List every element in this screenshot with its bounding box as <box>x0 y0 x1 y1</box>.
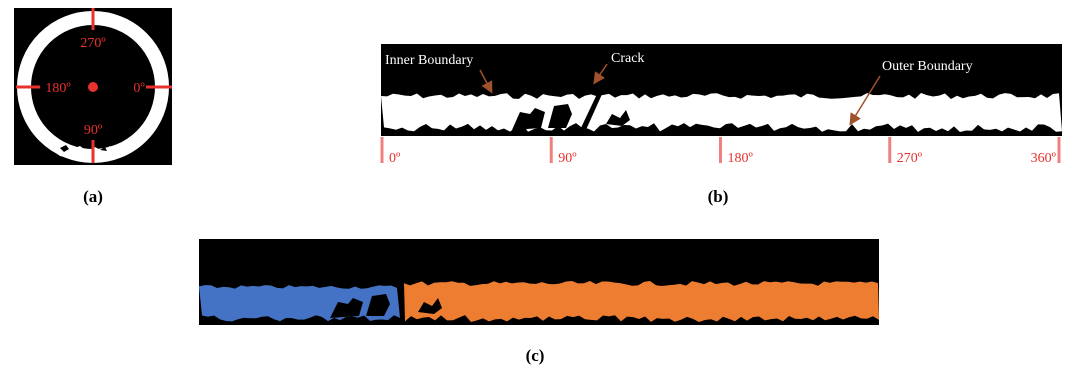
angle-label: 0º <box>133 81 145 96</box>
annotation: Outer Boundary <box>882 59 973 74</box>
caption: (b) <box>708 187 729 206</box>
annotation: Inner Boundary <box>385 53 473 68</box>
annotation: Crack <box>611 51 644 66</box>
angle-label: 0º <box>389 151 401 166</box>
panel-c: (c) <box>199 239 879 365</box>
caption: (a) <box>83 187 103 206</box>
angle-label: 180º <box>45 81 71 96</box>
angle-label: 360º <box>1031 151 1057 166</box>
unwrapped-band <box>381 93 1062 132</box>
page: 270º 180º 0º 90º (a) Inner Boundary Crac… <box>0 0 1070 372</box>
angle-label: 90º <box>558 151 577 166</box>
segment-region <box>404 281 879 322</box>
panel-a: 270º 180º 0º 90º (a) <box>14 8 172 206</box>
angle-label: 180º <box>728 151 754 166</box>
center-dot <box>88 82 98 92</box>
angle-label: 270º <box>80 36 106 51</box>
panel-b: Inner Boundary Crack Outer Boundary 0º 90… <box>381 44 1062 206</box>
figure: 270º 180º 0º 90º (a) Inner Boundary Crac… <box>0 0 1070 372</box>
caption: (c) <box>526 346 545 365</box>
angle-label: 270º <box>897 151 923 166</box>
angle-label: 90º <box>84 123 103 138</box>
